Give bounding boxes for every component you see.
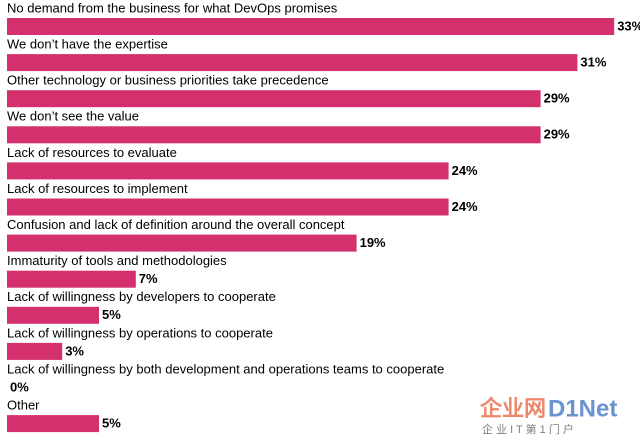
value-label: 7%	[139, 271, 158, 286]
category-label: Lack of resources to implement	[7, 181, 188, 196]
category-label: We don’t have the expertise	[7, 37, 168, 52]
category-label: Lack of willingness by operations to coo…	[7, 325, 273, 340]
value-label: 5%	[102, 307, 121, 322]
category-label: No demand from the business for what Dev…	[7, 0, 338, 15]
watermark-slogan: 企 业 I T 第 1 门 户	[482, 422, 574, 436]
bar	[7, 162, 449, 180]
value-label: 33%	[617, 18, 640, 33]
category-label: Other technology or business priorities …	[7, 73, 329, 88]
category-label: Confusion and lack of definition around …	[7, 217, 345, 232]
value-label: 29%	[544, 91, 570, 106]
category-label: Lack of willingness by both development …	[7, 361, 444, 376]
bar	[7, 415, 99, 433]
bar	[7, 18, 615, 35]
bar	[7, 90, 541, 108]
category-label: Other	[7, 398, 40, 413]
watermark-logo: 企业网	[479, 396, 546, 421]
category-label: Immaturity of tools and methodologies	[7, 253, 227, 268]
bar	[7, 270, 136, 288]
bar	[7, 342, 63, 360]
watermark-brand: D1Net	[548, 395, 617, 422]
category-label: Lack of willingness by developers to coo…	[7, 289, 276, 304]
bar	[7, 126, 541, 144]
bar	[7, 54, 578, 72]
value-label: 31%	[580, 55, 606, 70]
category-label: Lack of resources to evaluate	[7, 145, 177, 160]
bar	[7, 306, 99, 324]
value-label: 0%	[10, 379, 29, 394]
value-label: 29%	[544, 127, 570, 142]
category-label: We don’t see the value	[7, 109, 139, 124]
bar	[7, 234, 357, 252]
value-label: 19%	[360, 235, 386, 250]
value-label: 5%	[102, 416, 121, 431]
bar	[7, 198, 449, 216]
value-label: 3%	[65, 343, 84, 358]
value-label: 24%	[452, 163, 478, 178]
value-label: 24%	[452, 199, 478, 214]
